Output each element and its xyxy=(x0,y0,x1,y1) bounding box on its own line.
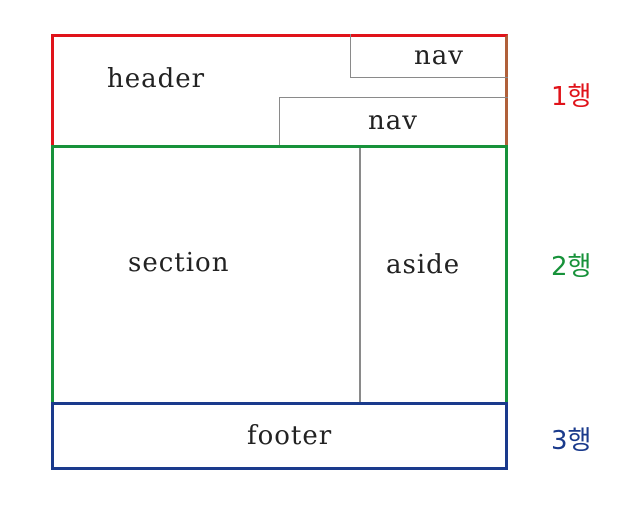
header-label: header xyxy=(107,64,206,94)
row-2-label: 2행 xyxy=(551,252,592,282)
section-label: section xyxy=(128,248,230,278)
aside-label: aside xyxy=(386,250,461,280)
nav-top-label: nav xyxy=(414,41,464,71)
footer-label: footer xyxy=(247,421,333,451)
aside-divider xyxy=(359,148,361,402)
nav-top-box xyxy=(350,34,508,78)
nav-bottom-box xyxy=(279,97,508,147)
row-1-label: 1행 xyxy=(551,82,592,112)
row2-content-box xyxy=(51,145,508,404)
nav-bottom-label: nav xyxy=(368,106,418,136)
row1-header-box xyxy=(51,34,508,148)
row-3-label: 3행 xyxy=(551,426,592,456)
row3-footer-box xyxy=(51,402,508,470)
